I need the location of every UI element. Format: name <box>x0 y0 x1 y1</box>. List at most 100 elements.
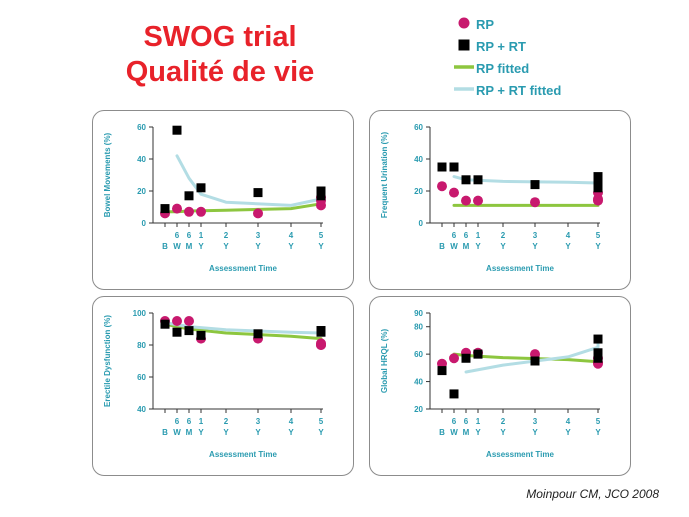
point-rp <box>316 200 326 211</box>
point-rp-rt <box>196 330 206 340</box>
y-tick-label: 90 <box>414 309 423 318</box>
point-rp-rt <box>530 356 540 366</box>
x-tick-label-number: 6 <box>175 417 180 426</box>
point-rp-rt <box>473 175 483 185</box>
x-tick-label-number: 1 <box>199 231 204 240</box>
series-line-rp-rt-fitted <box>464 337 600 374</box>
y-tick-label: 40 <box>137 155 146 164</box>
point-rp <box>316 340 326 350</box>
x-tick-label-unit: W <box>450 242 458 251</box>
point-rp <box>196 206 206 217</box>
x-tick-label-number: 6 <box>452 231 457 240</box>
x-tick-label-unit: Y <box>198 428 204 437</box>
x-tick-label-unit: W <box>173 428 181 437</box>
point-rp-rt <box>172 125 182 135</box>
y-tick-label: 60 <box>414 350 423 359</box>
x-tick-label-number: 5 <box>319 231 324 240</box>
y-tick-label: 80 <box>137 341 146 350</box>
x-tick-label-unit: Y <box>198 242 204 251</box>
x-tick-label-number: 6 <box>187 417 192 426</box>
y-tick-label: 60 <box>137 123 146 132</box>
x-tick-label-unit: M <box>463 428 470 437</box>
x-tick-label-number: 2 <box>224 231 229 240</box>
x-tick-label-number: 6 <box>464 417 469 426</box>
x-tick-label-number: 3 <box>533 417 538 426</box>
y-axis-label: Frequent Urination (%) <box>380 132 389 219</box>
x-tick-label-number: 2 <box>501 231 506 240</box>
x-tick-label-unit: Y <box>288 242 294 251</box>
y-tick-label: 80 <box>414 323 423 332</box>
y-tick-label: 40 <box>137 405 146 414</box>
x-tick-label-unit: Y <box>223 428 229 437</box>
x-tick-label-unit: Y <box>318 242 324 251</box>
x-tick-label-number: 5 <box>596 417 601 426</box>
legend-label-rp-fitted: RP fitted <box>476 61 530 76</box>
x-tick-label-unit: Y <box>565 242 571 251</box>
y-tick-label: 40 <box>414 155 423 164</box>
point-rp-rt <box>593 183 603 193</box>
point-rp-rt <box>593 353 603 363</box>
point-rp-rt <box>593 334 603 344</box>
x-tick-label-number: 5 <box>319 417 324 426</box>
x-tick-label-unit: Y <box>565 428 571 437</box>
x-tick-label-number: 3 <box>256 417 261 426</box>
x-axis-label: Assessment Time <box>209 264 277 273</box>
point-rp-rt <box>316 327 326 337</box>
series-line-rp-rt-fitted <box>175 154 323 207</box>
x-axis-label: Assessment Time <box>209 450 277 459</box>
x-tick-label-number: 6 <box>187 231 192 240</box>
x-tick-label-number: 6 <box>175 231 180 240</box>
x-tick-label-unit: Y <box>475 428 481 437</box>
x-tick-label-unit: Y <box>318 428 324 437</box>
point-rp <box>253 208 263 219</box>
x-tick-label-number: 1 <box>199 417 204 426</box>
x-tick-label-unit: B <box>162 242 168 251</box>
x-tick-label-number: 4 <box>289 417 294 426</box>
point-rp <box>184 206 194 217</box>
legend-marker-rp-rt-fitted <box>454 79 474 99</box>
x-tick-label-number: 1 <box>476 417 481 426</box>
x-axis-label: Assessment Time <box>486 450 554 459</box>
x-tick-label-unit: Y <box>595 242 601 251</box>
point-rp <box>172 203 182 214</box>
point-rp-rt <box>449 389 459 399</box>
point-rp-rt <box>530 180 540 190</box>
point-rp-rt <box>253 329 263 339</box>
point-rp-rt <box>196 183 206 193</box>
panel-bowel-movements: 0 20 40 60 B 6 W 6 M 1 Y 2 Y 3 Y 4 Y 5 Y Bowel Movements (%… <box>92 110 354 290</box>
point-rp-rt <box>160 204 170 214</box>
y-axis-label: Erectile Dysfunction (%) <box>103 315 112 407</box>
point-rp-rt <box>473 349 483 359</box>
x-tick-label-number: 4 <box>289 231 294 240</box>
point-rp-rt <box>593 176 603 186</box>
x-tick-label-unit: Y <box>500 242 506 251</box>
y-tick-label: 40 <box>414 378 423 387</box>
x-tick-label-unit: Y <box>532 428 538 437</box>
x-tick-label-number: 5 <box>596 231 601 240</box>
x-tick-label-number: 6 <box>464 231 469 240</box>
citation: Moinpour CM, JCO 2008 <box>526 487 659 501</box>
x-tick-label-unit: M <box>186 242 193 251</box>
x-axis-label: Assessment Time <box>486 264 554 273</box>
x-tick-label-number: 4 <box>566 231 571 240</box>
point-rp-rt <box>316 186 326 196</box>
point-rp-rt <box>316 191 326 201</box>
y-tick-label: 20 <box>137 187 146 196</box>
y-tick-label: 0 <box>142 219 147 228</box>
legend-label-rp-rt: RP + RT <box>476 39 526 54</box>
x-tick-label-unit: Y <box>532 242 538 251</box>
x-tick-label-number: 2 <box>501 417 506 426</box>
legend-marker-rp <box>454 13 474 33</box>
point-rp-rt <box>437 366 447 376</box>
point-rp-rt <box>437 162 447 172</box>
x-tick-label-unit: M <box>463 242 470 251</box>
x-tick-label-unit: Y <box>475 242 481 251</box>
legend-label-rp: RP <box>476 17 495 32</box>
y-tick-label: 60 <box>137 373 146 382</box>
point-rp-rt <box>253 188 263 198</box>
x-tick-label-number: 3 <box>533 231 538 240</box>
